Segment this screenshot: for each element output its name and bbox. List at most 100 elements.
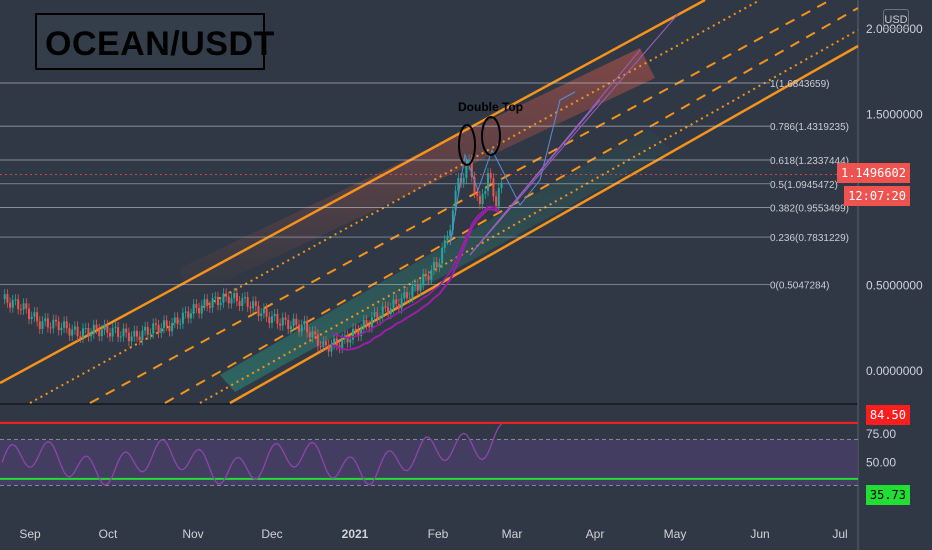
candle-body: [306, 320, 309, 333]
candle-body: [408, 297, 411, 299]
candle-body: [492, 178, 495, 197]
candle-body: [478, 195, 481, 205]
candle-body: [373, 312, 376, 318]
candle-body: [144, 326, 147, 331]
candle-body: [168, 325, 171, 332]
candle-body: [246, 297, 249, 307]
candle-body: [303, 320, 306, 325]
candle-body: [368, 324, 371, 328]
fan-line-1: [469, 13, 679, 256]
candle-body: [370, 317, 373, 328]
candle-body: [22, 303, 25, 310]
candle-body: [416, 284, 419, 291]
candle-body: [379, 316, 381, 319]
candle-body: [392, 299, 395, 309]
candle-body: [406, 292, 408, 299]
ma-line-2: [331, 205, 500, 339]
candle-body: [117, 327, 120, 337]
candle-body: [9, 302, 12, 308]
candle-body: [181, 312, 184, 324]
candle-body: [154, 323, 157, 325]
candle-body: [241, 298, 244, 306]
candle-body: [327, 345, 330, 352]
candle-body: [90, 333, 93, 337]
candle-body: [260, 313, 263, 317]
candle-body: [17, 299, 20, 310]
candle-body: [68, 328, 71, 336]
candle-body: [268, 316, 271, 324]
candle-body: [487, 173, 489, 192]
currency-button[interactable]: USD: [883, 9, 909, 29]
candle-body: [106, 324, 109, 333]
candle-body: [454, 190, 457, 211]
price-tick-1: 1.5000000: [866, 108, 923, 122]
candle-body: [190, 313, 192, 319]
candle-body: [316, 334, 319, 347]
candle-body: [279, 323, 282, 326]
candle-body: [219, 302, 222, 306]
candle-body: [276, 313, 279, 324]
x-tick-4: 2021: [342, 527, 369, 541]
candle-body: [435, 262, 438, 268]
candle-body: [136, 330, 138, 337]
candle-body: [308, 332, 311, 338]
candle-body: [433, 262, 435, 271]
candle-body: [449, 229, 452, 236]
candle-body: [184, 311, 187, 313]
candle-body: [424, 273, 427, 276]
fib-label-2: 0.618(1.2337444): [770, 156, 849, 167]
candle-body: [114, 327, 117, 329]
candle-body: [387, 307, 390, 315]
x-tick-10: Jul: [832, 527, 847, 541]
candle-body: [130, 336, 133, 342]
price-tick-2: 0.5000000: [866, 279, 923, 293]
candle-body: [146, 326, 149, 335]
rsi-band: [0, 439, 858, 486]
candle-body: [187, 311, 190, 319]
candle-body: [352, 328, 354, 340]
candle-body: [349, 339, 352, 343]
candle-body: [319, 346, 322, 348]
candle-body: [252, 301, 255, 309]
candle-body: [76, 326, 79, 337]
x-tick-5: Feb: [428, 527, 449, 541]
candle-body: [489, 173, 492, 179]
candle-body: [238, 301, 241, 306]
candle-body: [365, 320, 368, 325]
candle-body: [84, 328, 87, 330]
candle-body: [446, 235, 449, 241]
candle-body: [149, 333, 152, 335]
rsi-lower-tag: 35.73: [865, 485, 910, 505]
fan-line-3: [469, 99, 601, 256]
candle-body: [357, 330, 360, 337]
candle-body: [419, 284, 422, 291]
x-tick-1: Oct: [99, 527, 118, 541]
candle-body: [430, 270, 433, 280]
candle-body: [497, 188, 500, 207]
rsi-tick-1: 50.00: [866, 456, 896, 470]
candle-body: [465, 165, 468, 179]
candle-body: [441, 247, 444, 264]
rsi-line: [1, 423, 502, 486]
x-tick-9: Jun: [750, 527, 769, 541]
candle-body: [257, 306, 260, 317]
candle-body: [400, 298, 403, 309]
candle-body: [103, 324, 106, 331]
candle-body: [41, 321, 44, 329]
candle-body: [262, 308, 265, 314]
candle-body: [284, 317, 287, 320]
candle-body: [179, 323, 182, 325]
channel-dotted-1: [29, 0, 761, 404]
candle-body: [6, 294, 9, 303]
candle-body: [384, 306, 387, 308]
candle-body: [33, 312, 36, 317]
candle-body: [346, 335, 349, 343]
fib-label-0: 1(1.6843659): [770, 79, 830, 90]
candle-body: [451, 210, 454, 230]
candle-body: [141, 330, 144, 341]
chart-title: OCEAN/USDT: [45, 25, 275, 63]
candle-body: [481, 193, 484, 205]
candle-body: [60, 327, 63, 331]
candle-body: [233, 292, 236, 299]
